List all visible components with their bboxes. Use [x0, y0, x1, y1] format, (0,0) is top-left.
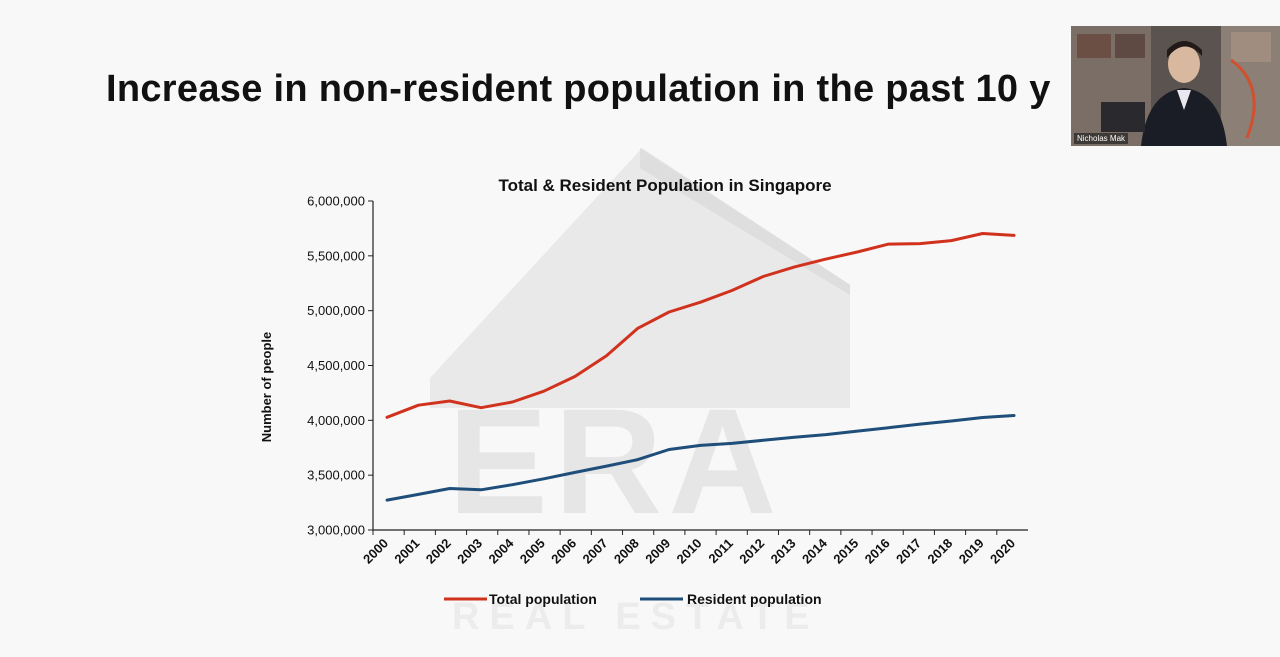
participant-video-feed [1071, 26, 1280, 146]
x-tick-label: 2000 [360, 536, 391, 567]
y-tick-label: 5,000,000 [307, 303, 365, 318]
y-axis-label: Number of people [259, 332, 274, 443]
x-tick-label: 2004 [485, 535, 517, 567]
x-tick-label: 2013 [768, 536, 799, 567]
y-tick-label: 3,500,000 [307, 468, 365, 483]
x-tick-label: 2001 [391, 536, 422, 567]
y-tick-label: 6,000,000 [307, 194, 365, 209]
x-tick-label: 2005 [517, 536, 548, 567]
x-tick-label: 2020 [987, 536, 1018, 567]
x-tick-label: 2007 [580, 536, 611, 567]
x-tick-label: 2018 [924, 536, 955, 567]
total-population-line [385, 232, 1016, 419]
x-tick-label: 2015 [830, 536, 861, 567]
x-tick-label: 2019 [956, 536, 987, 567]
legend-label: Total population [489, 591, 597, 607]
slide-title: Increase in non-resident population in t… [106, 68, 1051, 110]
chart-title: Total & Resident Population in Singapore [498, 176, 831, 195]
legend-label: Resident population [687, 591, 822, 607]
x-tick-label: 2008 [611, 536, 642, 567]
participant-video-tile[interactable]: Nicholas Mak [1071, 26, 1280, 146]
x-tick-label: 2017 [893, 536, 924, 567]
x-tick-label: 2010 [674, 536, 705, 567]
y-tick-label: 4,500,000 [307, 358, 365, 373]
participant-name-label: Nicholas Mak [1074, 133, 1129, 144]
y-tick-label: 4,000,000 [307, 413, 365, 428]
y-tick-label: 3,000,000 [307, 523, 365, 538]
x-tick-label: 2011 [705, 536, 736, 567]
x-tick-label: 2016 [862, 536, 893, 567]
x-tick-label: 2014 [799, 535, 831, 567]
y-tick-label: 5,500,000 [307, 248, 365, 263]
resident-population-line [385, 414, 1016, 502]
x-tick-label: 2003 [454, 536, 485, 567]
x-tick-label: 2012 [736, 536, 767, 567]
x-tick-label: 2009 [642, 536, 673, 567]
x-tick-label: 2002 [423, 536, 454, 567]
x-tick-label: 2006 [548, 536, 579, 567]
